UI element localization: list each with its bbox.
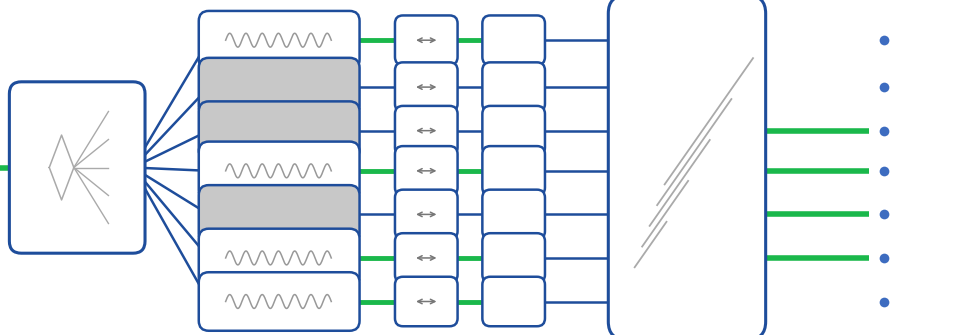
FancyBboxPatch shape <box>10 82 145 253</box>
FancyBboxPatch shape <box>483 15 545 65</box>
FancyBboxPatch shape <box>483 62 545 112</box>
FancyBboxPatch shape <box>199 11 359 69</box>
FancyBboxPatch shape <box>199 102 359 160</box>
FancyBboxPatch shape <box>199 272 359 331</box>
FancyBboxPatch shape <box>483 106 545 155</box>
FancyBboxPatch shape <box>199 185 359 244</box>
FancyBboxPatch shape <box>199 229 359 287</box>
FancyBboxPatch shape <box>483 277 545 326</box>
FancyBboxPatch shape <box>395 62 457 112</box>
FancyBboxPatch shape <box>483 233 545 283</box>
FancyBboxPatch shape <box>395 106 457 155</box>
FancyBboxPatch shape <box>608 0 766 335</box>
FancyBboxPatch shape <box>199 58 359 116</box>
FancyBboxPatch shape <box>395 277 457 326</box>
FancyBboxPatch shape <box>395 15 457 65</box>
FancyBboxPatch shape <box>395 233 457 283</box>
FancyBboxPatch shape <box>199 142 359 200</box>
FancyBboxPatch shape <box>483 146 545 196</box>
FancyBboxPatch shape <box>395 190 457 239</box>
FancyBboxPatch shape <box>483 190 545 239</box>
FancyBboxPatch shape <box>395 146 457 196</box>
